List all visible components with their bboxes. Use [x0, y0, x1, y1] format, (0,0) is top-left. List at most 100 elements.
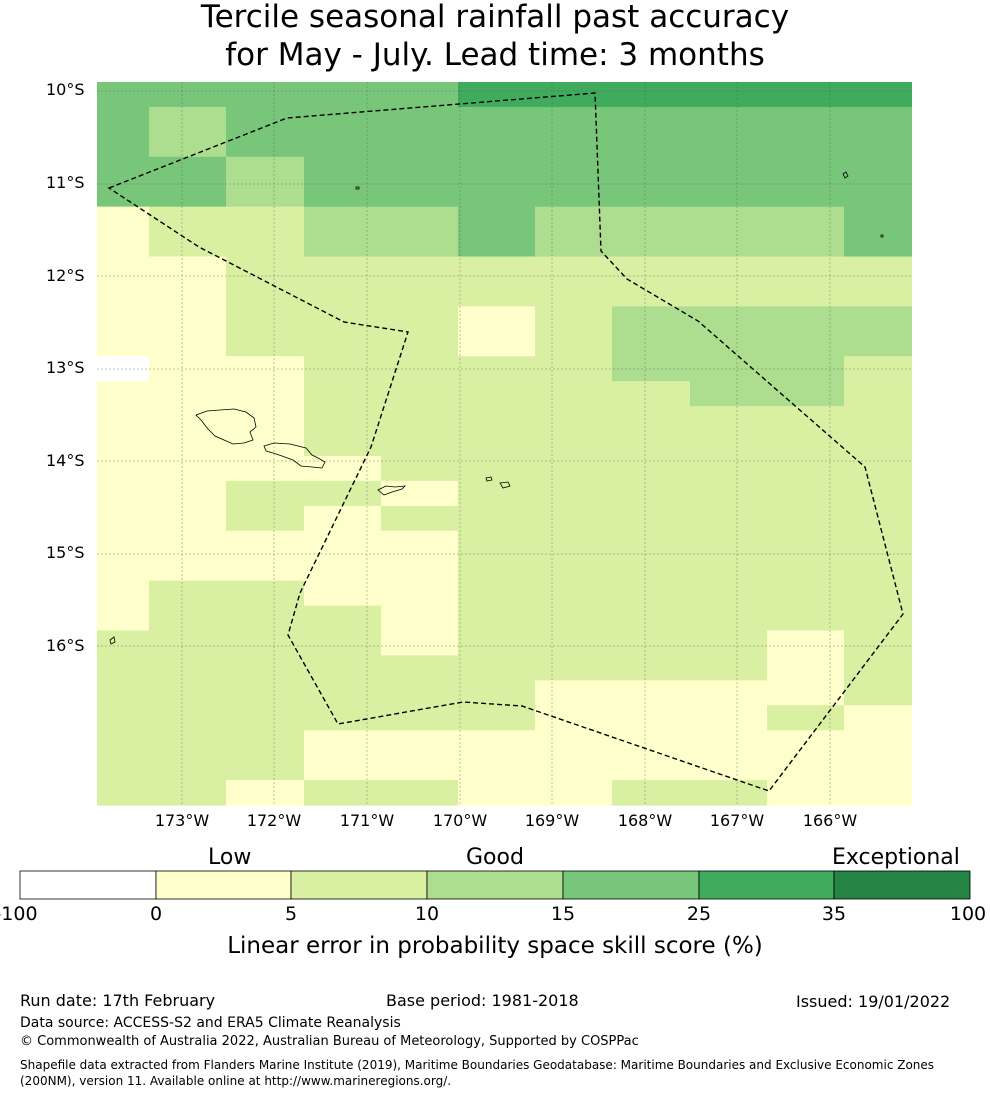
lon-label-169w: 169°W	[524, 811, 580, 830]
heatmap-cell	[226, 181, 304, 208]
heatmap-cell	[149, 630, 226, 657]
heatmap-cell	[97, 131, 149, 158]
heatmap-cell	[226, 281, 304, 307]
heatmap-cell	[767, 131, 844, 158]
heatmap-cell	[149, 755, 226, 781]
heatmap-cell	[458, 580, 535, 607]
heatmap-cell	[535, 106, 612, 133]
heatmap-cell	[226, 730, 304, 756]
heatmap-cell	[767, 480, 844, 507]
heatmap-cell	[612, 306, 690, 332]
heatmap-cell	[149, 780, 226, 806]
colorbar-segment	[562, 870, 700, 900]
heatmap-cell	[690, 82, 767, 108]
heatmap-cell	[226, 106, 304, 133]
heatmap-cell	[767, 82, 844, 108]
heatmap-cell	[458, 331, 535, 357]
colorbar-segment	[426, 870, 564, 900]
heatmap-cell	[97, 680, 149, 706]
heatmap-cell	[612, 381, 690, 407]
heatmap-cell	[226, 331, 304, 357]
heatmap-cell	[844, 705, 912, 731]
colorbar-category-exceptional: Exceptional	[832, 845, 960, 870]
heatmap-cell	[690, 231, 767, 258]
heatmap-cell	[304, 431, 381, 457]
heatmap-cell	[844, 331, 912, 357]
heatmap-cell	[767, 106, 844, 133]
heatmap-cell	[226, 580, 304, 607]
heatmap-cell	[767, 381, 844, 407]
colorbar-tick: 100	[949, 903, 987, 925]
heatmap-cell	[767, 455, 844, 482]
heatmap-cell	[381, 655, 458, 681]
heatmap-cell	[612, 131, 690, 158]
heatmap-cell	[97, 455, 149, 482]
heatmap-cell	[844, 406, 912, 432]
heatmap-cell	[535, 381, 612, 407]
heatmap-cell	[535, 605, 612, 632]
heatmap-cell	[458, 655, 535, 681]
heatmap-cell	[535, 306, 612, 332]
heatmap-cell	[381, 131, 458, 158]
heatmap-cell	[458, 705, 535, 731]
heatmap-cell	[612, 156, 690, 183]
heatmap-cell	[381, 580, 458, 607]
heatmap-cell	[304, 530, 381, 557]
island-ofu	[485, 476, 493, 482]
heatmap-cell	[97, 256, 149, 283]
heatmap-cell	[97, 480, 149, 507]
heatmap-cell	[381, 206, 458, 233]
heatmap-cell	[612, 780, 690, 806]
colorbar-tick: 15	[550, 903, 576, 925]
heatmap-cell	[381, 106, 458, 133]
heatmap-cell	[844, 231, 912, 258]
heatmap-cell	[97, 505, 149, 532]
heatmap-cell	[844, 505, 912, 532]
heatmap-cell	[767, 755, 844, 781]
heatmap-cell	[304, 455, 381, 482]
heatmap-cell	[767, 331, 844, 357]
colorbar-segment	[290, 870, 428, 900]
heatmap-cell	[226, 655, 304, 681]
heatmap-cell	[458, 455, 535, 482]
lon-label-172w: 172°W	[246, 811, 302, 830]
heatmap-cell	[226, 381, 304, 407]
heatmap-cell	[767, 530, 844, 557]
heatmap-cell	[381, 406, 458, 432]
island-small-east	[880, 234, 884, 238]
heatmap-cell	[381, 730, 458, 756]
heatmap-cell	[690, 431, 767, 457]
island-swains	[355, 186, 360, 190]
issued-date: Issued: 19/01/2022	[796, 992, 951, 1011]
heatmap-cell	[149, 431, 226, 457]
copyright: © Commonwealth of Australia 2022, Austra…	[20, 1034, 639, 1049]
colorbar-category-good: Good	[466, 845, 524, 870]
heatmap-cell	[612, 281, 690, 307]
heatmap-cell	[535, 256, 612, 283]
heatmap-cell	[304, 505, 381, 532]
lon-label-166w: 166°W	[802, 811, 858, 830]
heatmap-cell	[381, 480, 458, 507]
heatmap-cell	[97, 655, 149, 681]
heatmap-cell	[535, 580, 612, 607]
heatmap-cell	[535, 705, 612, 731]
lon-label-168w: 168°W	[617, 811, 673, 830]
colorbar-label: Linear error in probability space skill …	[227, 933, 763, 959]
heatmap-cell	[97, 605, 149, 632]
heatmap-cell	[844, 455, 912, 482]
heatmap-cell	[535, 231, 612, 258]
heatmap-cell	[844, 206, 912, 233]
lat-label-12s: 12°S	[46, 266, 85, 285]
heatmap-cell	[767, 605, 844, 632]
heatmap-cell	[844, 580, 912, 607]
heatmap-cell	[690, 655, 767, 681]
heatmap-cell	[226, 231, 304, 258]
heatmap-cell	[381, 306, 458, 332]
heatmap-cell	[690, 381, 767, 407]
colorbar-tick: 10	[414, 903, 440, 925]
heatmap-cell	[844, 480, 912, 507]
heatmap-cell	[381, 555, 458, 582]
island-savaii	[195, 408, 257, 445]
heatmap-cell	[458, 780, 535, 806]
heatmap-cell	[458, 281, 535, 307]
